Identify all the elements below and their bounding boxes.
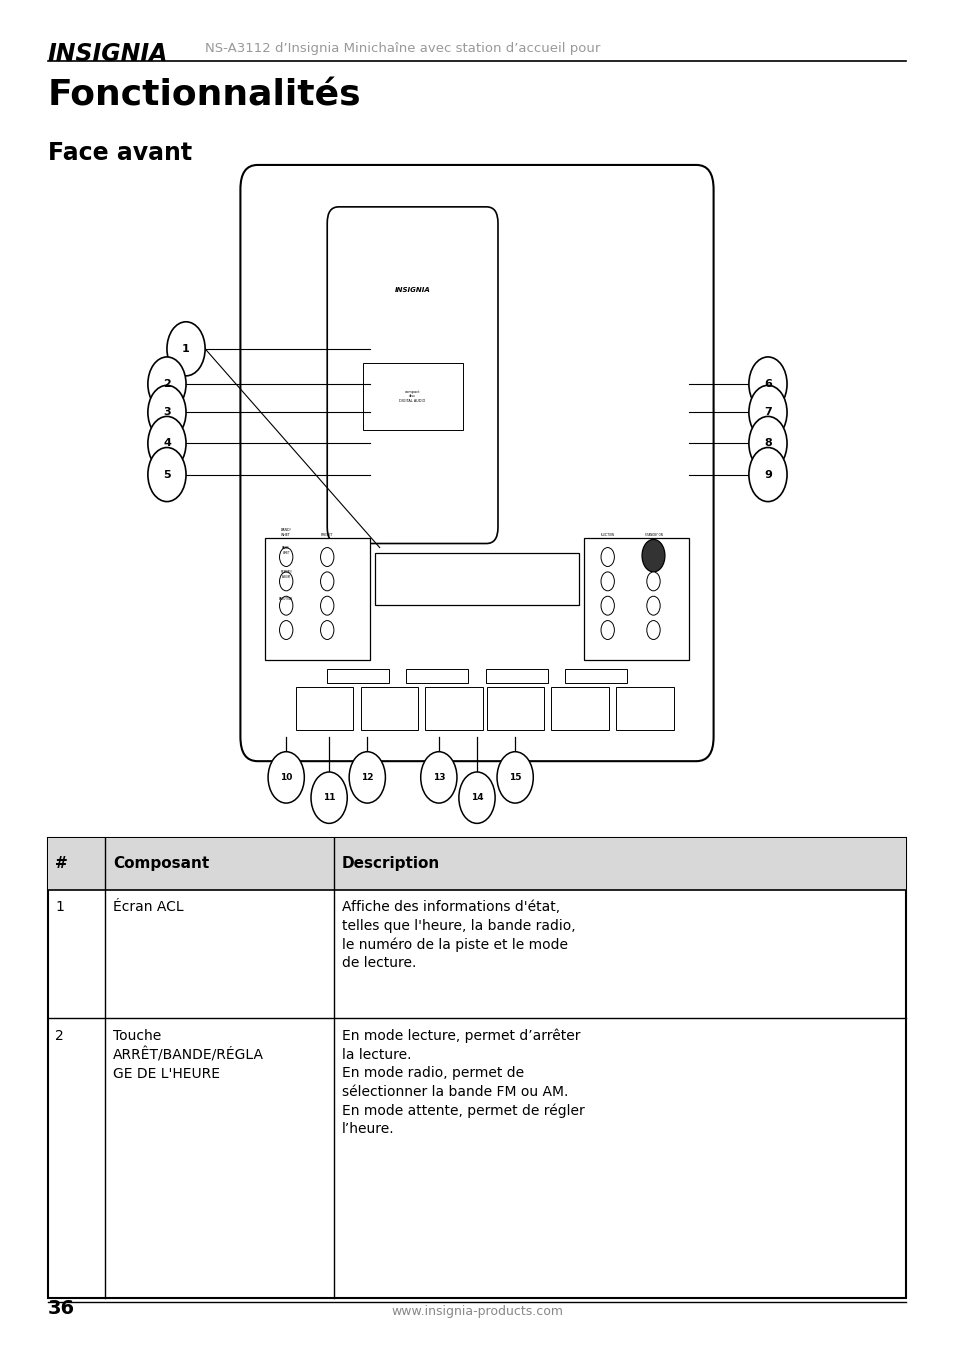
Text: 15: 15: [508, 773, 521, 781]
Text: Fonctionnalités: Fonctionnalités: [48, 78, 361, 112]
Bar: [425, 687, 482, 730]
Text: 9: 9: [763, 469, 771, 480]
Circle shape: [600, 572, 614, 591]
Text: 14: 14: [470, 794, 483, 802]
Text: 36: 36: [48, 1299, 74, 1318]
Circle shape: [748, 357, 786, 411]
Text: NS-A3112 d’Insignia Minichaîne avec station d’accueil pour: NS-A3112 d’Insignia Minichaîne avec stat…: [205, 42, 599, 55]
Bar: [48, 838, 905, 1298]
Text: MEMORY/
ALBUM: MEMORY/ ALBUM: [280, 571, 292, 579]
Bar: [48, 838, 905, 890]
Text: 5: 5: [163, 469, 171, 480]
Circle shape: [279, 596, 293, 615]
Circle shape: [167, 322, 205, 376]
Text: INSIGNIA: INSIGNIA: [395, 287, 430, 293]
Bar: [295, 687, 353, 730]
Bar: [486, 687, 543, 730]
Circle shape: [349, 752, 385, 803]
Text: BAND/
WHET: BAND/ WHET: [280, 529, 292, 537]
Text: 2: 2: [163, 379, 171, 389]
Circle shape: [646, 621, 659, 639]
Text: 2: 2: [55, 1029, 64, 1042]
Bar: [360, 687, 417, 730]
Text: Touche
ARRÊT/BANDE/RÉGLA
GE DE L'HEURE: Touche ARRÊT/BANDE/RÉGLA GE DE L'HEURE: [112, 1029, 264, 1082]
Text: Face avant: Face avant: [48, 141, 192, 165]
Circle shape: [148, 357, 186, 411]
Bar: [616, 687, 673, 730]
Text: 1: 1: [55, 900, 64, 914]
Circle shape: [600, 621, 614, 639]
Text: compact
disc
DIGITAL AUDIO: compact disc DIGITAL AUDIO: [399, 389, 425, 403]
Bar: [375, 553, 578, 604]
FancyBboxPatch shape: [240, 165, 713, 761]
Circle shape: [748, 448, 786, 502]
Text: 11: 11: [322, 794, 335, 802]
Text: 10: 10: [280, 773, 292, 781]
Circle shape: [148, 448, 186, 502]
Text: Composant: Composant: [112, 856, 209, 872]
Text: 4: 4: [163, 438, 171, 449]
Bar: [583, 538, 688, 660]
Bar: [406, 669, 468, 683]
Circle shape: [320, 621, 334, 639]
Text: PRESET: PRESET: [321, 533, 333, 537]
Text: Écran ACL: Écran ACL: [112, 900, 183, 914]
Circle shape: [641, 539, 664, 572]
Text: FUNCTION: FUNCTION: [600, 533, 614, 537]
FancyBboxPatch shape: [327, 207, 497, 544]
Circle shape: [279, 621, 293, 639]
Circle shape: [320, 548, 334, 566]
Bar: [564, 669, 626, 683]
Text: STANDBY ON: STANDBY ON: [644, 533, 661, 537]
Text: INSIGNIA: INSIGNIA: [48, 42, 168, 66]
Text: 12: 12: [360, 773, 374, 781]
Circle shape: [279, 572, 293, 591]
Bar: [485, 669, 547, 683]
Text: Description: Description: [342, 856, 440, 872]
Circle shape: [320, 596, 334, 615]
Circle shape: [458, 772, 495, 823]
Text: BAND/
WHET: BAND/ WHET: [282, 546, 290, 554]
Circle shape: [320, 572, 334, 591]
Text: 7: 7: [763, 407, 771, 418]
Circle shape: [279, 548, 293, 566]
Text: #: #: [55, 856, 68, 872]
Text: 6: 6: [763, 379, 771, 389]
Bar: [362, 364, 462, 430]
Text: BASS/TREB: BASS/TREB: [279, 598, 293, 600]
Circle shape: [748, 416, 786, 470]
Circle shape: [148, 385, 186, 439]
Circle shape: [148, 416, 186, 470]
Circle shape: [600, 596, 614, 615]
Bar: [327, 669, 389, 683]
Circle shape: [497, 752, 533, 803]
Circle shape: [311, 772, 347, 823]
Text: 3: 3: [163, 407, 171, 418]
Circle shape: [420, 752, 456, 803]
Circle shape: [600, 548, 614, 566]
Bar: [265, 538, 370, 660]
Circle shape: [268, 752, 304, 803]
Text: 8: 8: [763, 438, 771, 449]
Text: 13: 13: [432, 773, 445, 781]
Text: En mode lecture, permet d’arrêter
la lecture.
En mode radio, permet de
sélection: En mode lecture, permet d’arrêter la lec…: [342, 1029, 584, 1136]
Text: www.insignia-products.com: www.insignia-products.com: [391, 1305, 562, 1318]
Text: Affiche des informations d'état,
telles que l'heure, la bande radio,
le numéro d: Affiche des informations d'état, telles …: [342, 900, 575, 971]
Text: 1: 1: [182, 343, 190, 354]
Circle shape: [646, 596, 659, 615]
Bar: [551, 687, 608, 730]
Circle shape: [646, 572, 659, 591]
Circle shape: [748, 385, 786, 439]
